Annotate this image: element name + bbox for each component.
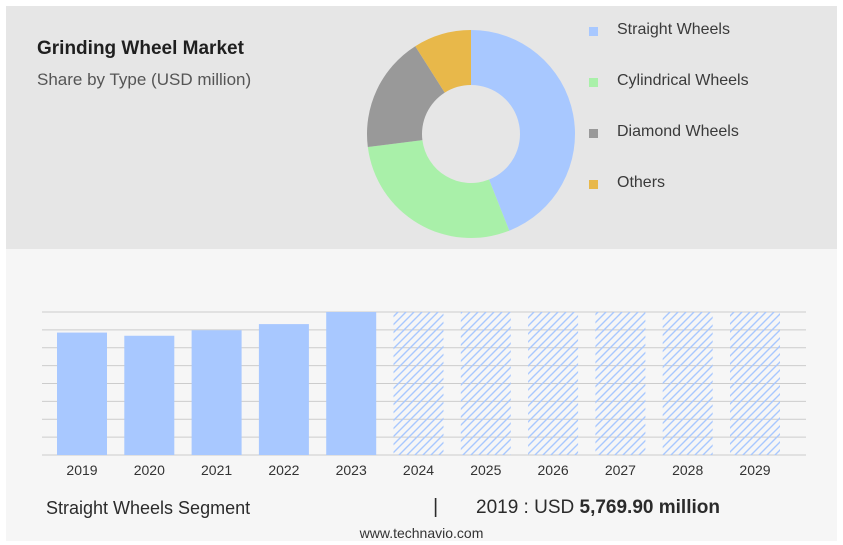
forecast-bar bbox=[393, 312, 444, 455]
source-link[interactable]: www.technavio.com bbox=[359, 525, 484, 541]
legend-label: Diamond Wheels bbox=[617, 123, 739, 140]
legend-label: Straight Wheels bbox=[617, 21, 730, 38]
forecast-bar bbox=[595, 312, 646, 455]
chart-frame: Grinding Wheel Market Share by Type (USD… bbox=[6, 6, 837, 541]
legend-swatch bbox=[589, 27, 598, 36]
x-tick-label: 2026 bbox=[538, 462, 569, 478]
forecast-bar bbox=[662, 312, 713, 455]
footer-value-prefix: 2019 : USD bbox=[476, 497, 575, 518]
footer-divider: | bbox=[433, 496, 439, 518]
legend-swatch bbox=[589, 129, 598, 138]
bar-chart: 2019 2020 2021 2022 2023 2024 2025 2026 2027 2028… bbox=[42, 311, 806, 478]
legend-label: Others bbox=[617, 174, 666, 191]
x-tick-label: 2025 bbox=[470, 462, 501, 478]
segment-label: Straight Wheels Segment bbox=[46, 498, 251, 518]
legend-swatch bbox=[589, 78, 598, 87]
donut-slice-cylindrical-wheels bbox=[367, 140, 510, 239]
forecast-bar bbox=[528, 312, 579, 455]
bar bbox=[124, 335, 175, 455]
footer-value: 2019 : USD 5,769.90 million bbox=[476, 497, 720, 519]
x-tick-label: 2019 bbox=[66, 462, 97, 478]
bar bbox=[326, 312, 377, 455]
forecast-bar bbox=[730, 312, 780, 455]
top-panel: Grinding Wheel Market Share by Type (USD… bbox=[6, 6, 837, 249]
donut-slice-diamond-wheels bbox=[367, 46, 445, 148]
x-tick-label: 2021 bbox=[201, 462, 232, 478]
bar bbox=[258, 324, 309, 455]
donut-slice-others bbox=[415, 30, 471, 93]
legend-label: Cylindrical Wheels bbox=[617, 72, 749, 89]
chart-title: Grinding Wheel Market bbox=[37, 38, 244, 59]
donut-slice-straight-wheels bbox=[471, 30, 576, 231]
chart-subtitle: Share by Type (USD million) bbox=[37, 70, 252, 89]
x-tick-label: 2027 bbox=[605, 462, 636, 478]
bar bbox=[191, 330, 242, 455]
bar bbox=[57, 332, 107, 455]
footer-value-amount: 5,769.90 million bbox=[579, 497, 720, 518]
x-tick-label: 2024 bbox=[403, 462, 434, 478]
x-tick-label: 2028 bbox=[672, 462, 703, 478]
x-tick-label: 2023 bbox=[336, 462, 367, 478]
forecast-bar bbox=[460, 312, 511, 455]
donut-chart bbox=[367, 30, 576, 239]
legend-swatch bbox=[589, 180, 598, 189]
x-tick-label: 2022 bbox=[268, 462, 299, 478]
x-tick-label: 2029 bbox=[739, 462, 770, 478]
x-tick-label: 2020 bbox=[134, 462, 165, 478]
